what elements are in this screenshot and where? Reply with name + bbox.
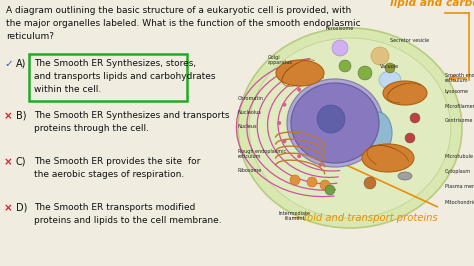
Ellipse shape — [364, 112, 392, 154]
Text: A): A) — [16, 59, 27, 69]
Text: and transports lipids and carbohydrates: and transports lipids and carbohydrates — [34, 72, 216, 81]
Text: Golgi
apparatus: Golgi apparatus — [268, 55, 293, 65]
Circle shape — [317, 105, 345, 133]
Text: Smooth endoplasmic
reticulum: Smooth endoplasmic reticulum — [445, 73, 474, 84]
Circle shape — [319, 163, 323, 167]
Text: lipid and carbohydrate Synthesis &: lipid and carbohydrate Synthesis & — [390, 0, 474, 8]
Text: B): B) — [16, 111, 27, 121]
Text: The Smooth ER transports modified: The Smooth ER transports modified — [34, 203, 195, 212]
Text: Centrisome: Centrisome — [445, 118, 474, 123]
Text: ✓: ✓ — [4, 59, 13, 69]
Text: → fold and transport proteins: → fold and transport proteins — [292, 213, 438, 223]
Text: Nucleus: Nucleus — [238, 123, 257, 128]
Circle shape — [405, 133, 415, 143]
Text: Nucleolus: Nucleolus — [238, 110, 262, 114]
Ellipse shape — [379, 71, 401, 89]
Circle shape — [325, 185, 335, 195]
Text: Secretor vesicle: Secretor vesicle — [390, 38, 429, 43]
Circle shape — [283, 103, 286, 107]
Text: C): C) — [16, 157, 27, 167]
Circle shape — [290, 175, 300, 185]
Ellipse shape — [287, 79, 383, 167]
Text: the major organelles labeled. What is the function of the smooth endoplasmic: the major organelles labeled. What is th… — [6, 19, 361, 28]
Text: within the cell.: within the cell. — [34, 85, 101, 94]
Circle shape — [297, 88, 301, 92]
Circle shape — [364, 177, 376, 189]
Text: The Smooth ER provides the site  for: The Smooth ER provides the site for — [34, 157, 201, 166]
Text: Rough endoplasmic
reticulum: Rough endoplasmic reticulum — [238, 149, 286, 159]
Circle shape — [332, 40, 348, 56]
Ellipse shape — [383, 81, 427, 105]
Circle shape — [277, 121, 281, 125]
Circle shape — [385, 63, 395, 73]
Text: D): D) — [16, 203, 27, 213]
Circle shape — [339, 60, 351, 72]
Text: Peroxisome: Peroxisome — [326, 26, 354, 31]
Ellipse shape — [291, 83, 379, 163]
Circle shape — [371, 47, 389, 65]
Text: A diagram outlining the basic structure of a eukaryotic cell is provided, with: A diagram outlining the basic structure … — [6, 6, 351, 15]
Text: the aerobic stages of respiration.: the aerobic stages of respiration. — [34, 170, 184, 179]
Text: Intermediate
filament: Intermediate filament — [279, 211, 311, 221]
Ellipse shape — [249, 38, 451, 218]
Circle shape — [283, 139, 286, 143]
Text: ×: × — [4, 111, 13, 121]
Ellipse shape — [362, 144, 414, 172]
Text: ×: × — [4, 203, 13, 213]
Circle shape — [297, 154, 301, 158]
Circle shape — [307, 177, 317, 187]
Text: proteins through the cell.: proteins through the cell. — [34, 124, 149, 133]
Text: reticulum?: reticulum? — [6, 32, 54, 41]
Ellipse shape — [238, 28, 462, 228]
Text: The Smooth ER Synthesizes, stores,: The Smooth ER Synthesizes, stores, — [34, 59, 196, 68]
Circle shape — [320, 180, 330, 190]
Text: proteins and lipids to the cell membrane.: proteins and lipids to the cell membrane… — [34, 216, 222, 225]
Text: The Smooth ER Synthesizes and transports: The Smooth ER Synthesizes and transports — [34, 111, 229, 120]
Text: Mitochondrion: Mitochondrion — [445, 201, 474, 206]
Text: Cytoplasm: Cytoplasm — [445, 169, 471, 174]
Text: Microtubule: Microtubule — [445, 155, 474, 160]
Text: Vacuole: Vacuole — [380, 64, 399, 69]
Ellipse shape — [276, 60, 324, 86]
Text: Ribosome: Ribosome — [238, 168, 262, 172]
Text: Microfilament: Microfilament — [445, 103, 474, 109]
Circle shape — [410, 113, 420, 123]
Text: Plasma membrane: Plasma membrane — [445, 184, 474, 189]
Circle shape — [358, 66, 372, 80]
Text: Lysosome: Lysosome — [445, 89, 469, 94]
Text: ×: × — [4, 157, 13, 167]
Ellipse shape — [398, 172, 412, 180]
Text: Chromatin: Chromatin — [238, 95, 264, 101]
